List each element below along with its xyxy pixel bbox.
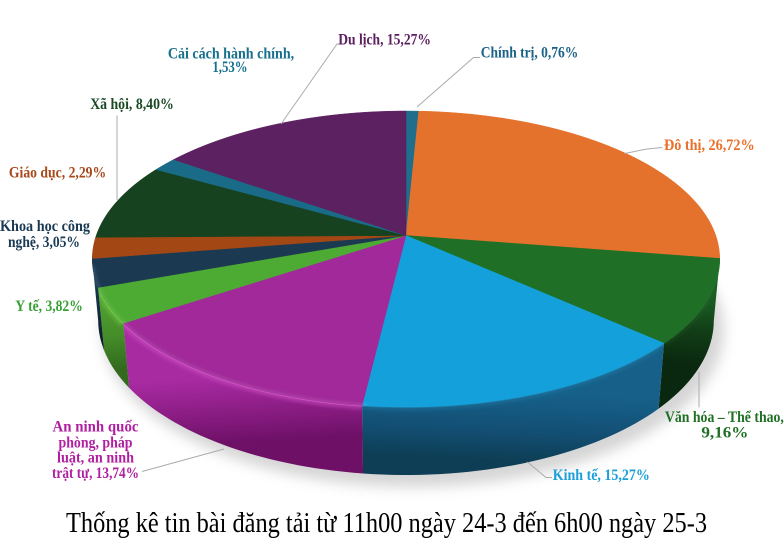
svg-text:Y tế, 3,82%: Y tế, 3,82% bbox=[15, 298, 82, 315]
svg-text:Cải cách hành chính,: Cải cách hành chính, bbox=[168, 46, 294, 63]
svg-text:Xã hội, 8,40%: Xã hội, 8,40% bbox=[90, 96, 174, 113]
svg-text:9,16%: 9,16% bbox=[701, 425, 748, 442]
svg-text:Đô thị, 26,72%: Đô thị, 26,72% bbox=[664, 137, 755, 154]
svg-text:Kinh tế, 15,27%: Kinh tế, 15,27% bbox=[553, 467, 650, 484]
svg-text:Thống kê tin bài đăng tải từ 1: Thống kê tin bài đăng tải từ 11h00 ngày … bbox=[66, 508, 707, 539]
svg-text:An ninh quốc: An ninh quốc bbox=[53, 419, 139, 436]
svg-text:nghệ, 3,05%: nghệ, 3,05% bbox=[8, 234, 80, 251]
svg-text:luật, an ninh: luật, an ninh bbox=[57, 450, 134, 467]
svg-text:Giáo dục, 2,29%: Giáo dục, 2,29% bbox=[9, 165, 106, 182]
svg-text:1,53%: 1,53% bbox=[212, 59, 247, 76]
svg-text:Chính trị, 0,76%: Chính trị, 0,76% bbox=[481, 45, 579, 62]
svg-text:trật tự, 13,74%: trật tự, 13,74% bbox=[52, 465, 139, 482]
svg-text:phòng, pháp: phòng, pháp bbox=[59, 435, 133, 452]
svg-text:Văn hóa – Thể thao,: Văn hóa – Thể thao, bbox=[665, 409, 784, 426]
svg-text:Du lịch, 15,27%: Du lịch, 15,27% bbox=[338, 32, 431, 49]
svg-text:Khoa học công: Khoa học công bbox=[0, 218, 90, 235]
